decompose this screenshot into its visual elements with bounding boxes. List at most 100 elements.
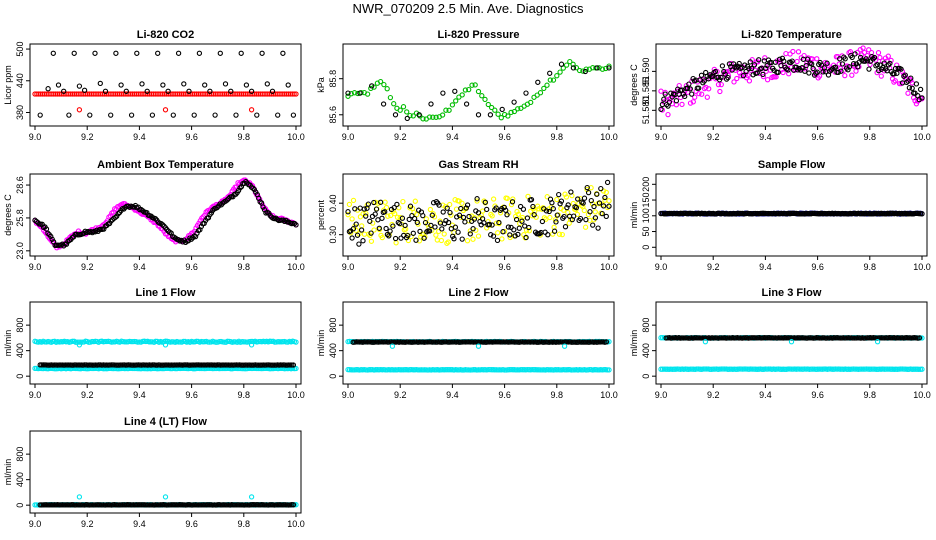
data-point xyxy=(382,367,389,373)
data-point xyxy=(870,56,876,62)
data-point xyxy=(410,113,416,119)
x-tick-label: 9.8 xyxy=(864,390,877,400)
data-point xyxy=(747,59,753,65)
data-point xyxy=(888,57,894,64)
x-tick-label: 9.0 xyxy=(655,262,668,272)
data-point xyxy=(581,195,588,201)
data-point xyxy=(459,200,465,206)
data-point xyxy=(550,77,557,83)
data-point xyxy=(857,54,864,61)
data-point xyxy=(361,206,367,212)
data-point xyxy=(426,228,433,234)
data-point xyxy=(495,230,501,236)
data-point xyxy=(453,98,459,104)
data-point xyxy=(493,205,499,211)
data-point xyxy=(489,213,495,219)
data-point xyxy=(714,68,720,75)
data-point xyxy=(701,78,707,84)
data-point xyxy=(760,71,766,78)
data-point xyxy=(474,198,480,204)
data-point xyxy=(729,67,735,73)
data-point xyxy=(459,92,465,98)
series-1 xyxy=(658,366,925,372)
plot-frame xyxy=(29,173,302,257)
data-point xyxy=(475,210,482,216)
data-point xyxy=(393,240,399,246)
data-point xyxy=(400,198,406,205)
y-axis-label: ml/min xyxy=(629,330,639,357)
data-point xyxy=(413,237,419,243)
series-3 xyxy=(76,342,255,348)
y-tick-label: 51.590 xyxy=(641,58,651,86)
data-point xyxy=(368,230,374,236)
data-point xyxy=(547,77,553,83)
y-axis-label: Licor ppm xyxy=(3,65,13,105)
data-point xyxy=(487,112,494,118)
data-point xyxy=(905,78,911,84)
data-point xyxy=(102,88,109,94)
data-point xyxy=(785,67,791,73)
data-point xyxy=(526,224,532,231)
data-point xyxy=(128,338,134,345)
y-tick-label: 500 xyxy=(15,42,25,57)
x-tick-label: 9.6 xyxy=(811,132,824,142)
data-point xyxy=(400,104,407,110)
data-point xyxy=(92,50,98,56)
data-point xyxy=(373,206,380,212)
series-1 xyxy=(658,51,925,112)
data-point xyxy=(858,366,865,372)
data-point xyxy=(559,231,565,238)
data-point xyxy=(224,197,230,203)
data-point xyxy=(573,65,580,71)
data-point xyxy=(804,56,811,62)
data-point xyxy=(802,68,808,74)
data-point xyxy=(919,211,925,217)
data-point xyxy=(594,191,600,197)
data-point xyxy=(852,366,858,372)
data-point xyxy=(427,206,434,213)
data-point xyxy=(118,82,124,88)
x-tick-label: 9.8 xyxy=(238,132,251,142)
data-point xyxy=(866,47,872,53)
data-point xyxy=(783,50,789,57)
data-point xyxy=(346,201,353,208)
data-point xyxy=(557,201,563,207)
data-point xyxy=(803,62,809,69)
x-tick-label: 9.2 xyxy=(81,262,94,272)
data-point xyxy=(383,204,390,211)
data-point xyxy=(553,219,559,225)
data-point xyxy=(113,50,119,56)
data-point xyxy=(391,204,397,211)
data-point xyxy=(248,88,255,94)
data-point xyxy=(444,205,450,211)
y-tick-label: 0 xyxy=(641,245,651,250)
data-point xyxy=(550,206,556,212)
data-point xyxy=(463,205,469,211)
data-point xyxy=(371,199,377,206)
x-tick-label: 10.0 xyxy=(287,390,305,400)
data-point xyxy=(81,87,88,93)
data-point xyxy=(369,83,375,89)
x-tick-label: 10.0 xyxy=(287,262,305,272)
chart-line2: Line 2 Flow 9.0 9.2 9.4 9.6 9.8 10.0 0 400 800ml/… xyxy=(316,287,618,400)
x-tick-label: 10.0 xyxy=(287,519,305,529)
data-point xyxy=(665,111,671,118)
data-point xyxy=(686,210,692,217)
data-point xyxy=(113,206,119,213)
data-point xyxy=(382,199,388,205)
data-point xyxy=(754,70,760,76)
x-tick-label: 9.2 xyxy=(81,519,94,529)
y-tick-label: 25.8 xyxy=(15,209,25,227)
y-axis-label: ml/min xyxy=(3,459,13,486)
x-tick-label: 9.4 xyxy=(759,390,772,400)
chart-line1: Line 1 Flow 9.0 9.2 9.4 9.6 9.8 10.0 0 400 800ml/… xyxy=(3,287,305,400)
data-point xyxy=(447,209,453,216)
data-point xyxy=(719,63,726,69)
data-point xyxy=(839,61,846,67)
data-point xyxy=(472,82,478,88)
data-point xyxy=(233,112,239,118)
data-point xyxy=(875,50,882,56)
x-tick-label: 10.0 xyxy=(600,262,618,272)
data-point xyxy=(707,366,713,372)
data-point xyxy=(149,112,156,118)
